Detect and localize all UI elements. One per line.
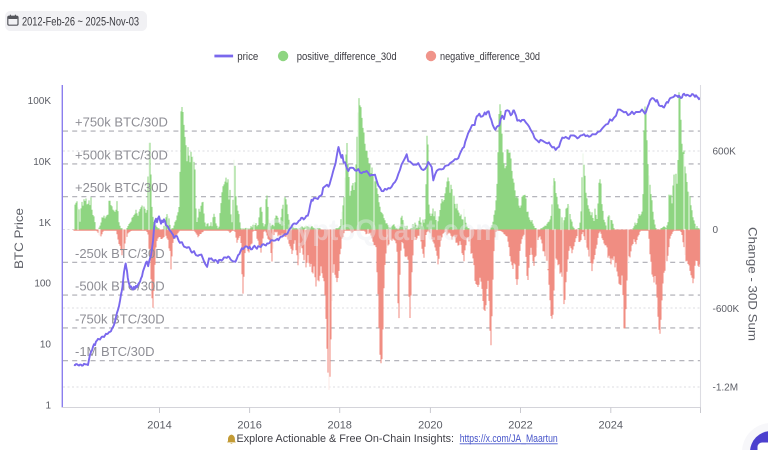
svg-text:+500k BTC/30D: +500k BTC/30D: [75, 147, 168, 162]
svg-text:Change - 30D Sum: Change - 30D Sum: [746, 227, 760, 341]
svg-text:2012-Feb-26 ~ 2025-Nov-03: 2012-Feb-26 ~ 2025-Nov-03: [22, 14, 139, 28]
svg-text:1K: 1K: [39, 218, 52, 229]
svg-text:2024: 2024: [599, 419, 623, 431]
svg-text:600K: 600K: [713, 146, 737, 157]
svg-text:100K: 100K: [28, 96, 52, 107]
svg-text:-750k BTC/30D: -750k BTC/30D: [75, 311, 165, 326]
svg-text:Explore Actionable & Free On-C: Explore Actionable & Free On-Chain Insig…: [237, 433, 455, 445]
svg-text:-1M BTC/30D: -1M BTC/30D: [75, 344, 154, 359]
svg-text:2018: 2018: [327, 419, 351, 431]
svg-text:10: 10: [40, 340, 52, 351]
svg-text:2022: 2022: [508, 419, 532, 431]
svg-text:-1.2M: -1.2M: [713, 383, 739, 394]
svg-text:100: 100: [34, 279, 51, 290]
svg-text:price: price: [237, 51, 258, 63]
svg-text:+750k BTC/30D: +750k BTC/30D: [75, 115, 168, 130]
svg-text:1: 1: [45, 401, 51, 412]
svg-text:2016: 2016: [237, 419, 261, 431]
svg-text:-500k BTC/30D: -500k BTC/30D: [75, 279, 165, 294]
svg-text:BTC Price: BTC Price: [12, 208, 26, 269]
svg-text:negative_difference_30d: negative_difference_30d: [440, 51, 540, 63]
svg-text:0: 0: [713, 225, 719, 236]
svg-text:positive_difference_30d: positive_difference_30d: [297, 51, 397, 63]
svg-text:2020: 2020: [418, 419, 442, 431]
svg-text:-600K: -600K: [713, 304, 740, 315]
svg-text:10K: 10K: [33, 157, 51, 168]
svg-text:2014: 2014: [147, 419, 171, 431]
svg-text:https://x.com/JA_Maartun: https://x.com/JA_Maartun: [460, 433, 558, 445]
svg-text:+250k BTC/30D: +250k BTC/30D: [75, 180, 168, 195]
